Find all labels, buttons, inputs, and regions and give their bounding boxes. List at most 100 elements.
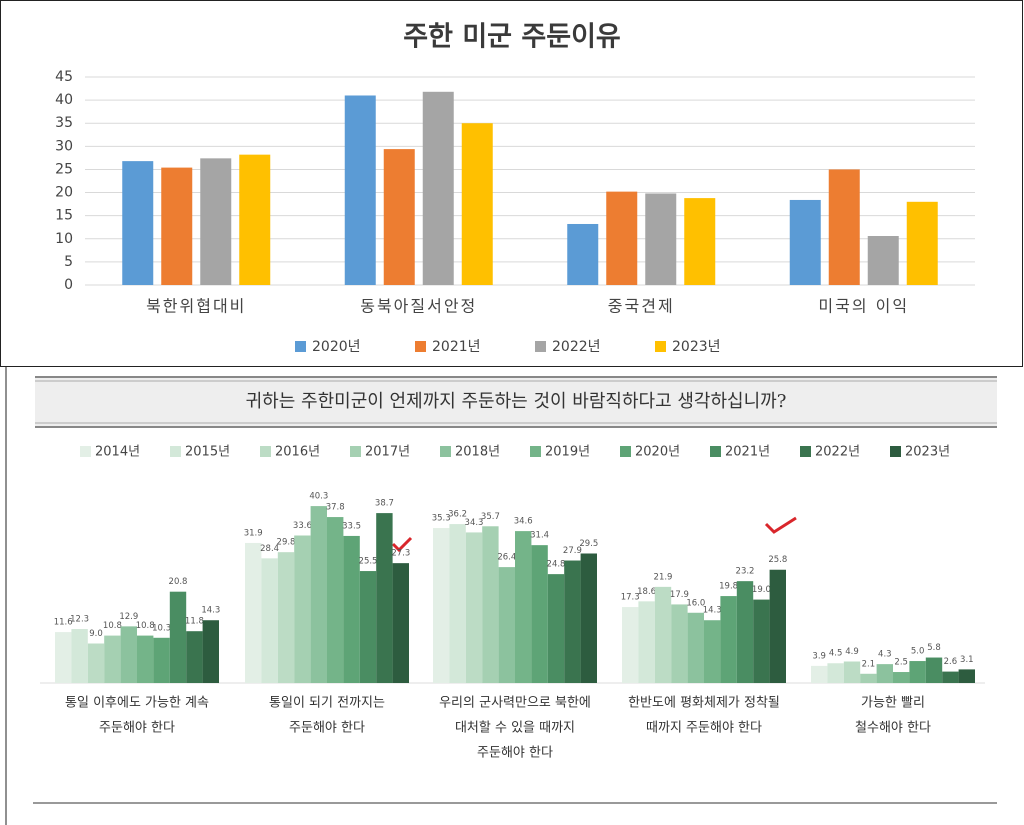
bar xyxy=(876,664,893,683)
bar xyxy=(245,542,262,683)
legend-swatch xyxy=(295,341,306,352)
data-label: 9.0 xyxy=(89,629,103,639)
bar xyxy=(828,169,860,285)
legend-label: 2020년 xyxy=(635,445,680,460)
legend-swatch xyxy=(655,341,666,352)
data-label: 14.3 xyxy=(201,606,220,616)
bar xyxy=(71,629,88,683)
x-tick-label: 주둔해야 한다 xyxy=(477,746,553,761)
x-tick-label: 우리의 군사력만으로 북한에 xyxy=(439,696,591,711)
legend-swatch xyxy=(415,341,426,352)
legend-label: 2023년 xyxy=(672,339,721,355)
bar xyxy=(567,223,599,285)
data-label: 12.9 xyxy=(119,612,138,622)
bar xyxy=(606,191,638,285)
bar xyxy=(547,574,565,683)
bar xyxy=(622,607,639,683)
data-label: 19.8 xyxy=(719,582,738,592)
bar xyxy=(671,604,688,683)
data-label: 4.9 xyxy=(845,647,859,657)
bar xyxy=(564,560,581,683)
legend-swatch xyxy=(440,446,451,457)
data-label: 16.0 xyxy=(686,598,705,608)
check-mark xyxy=(391,536,413,553)
data-label: 37.8 xyxy=(326,503,345,513)
x-tick-label: 북한위협대비 xyxy=(146,297,246,316)
bar xyxy=(720,596,737,683)
y-tick-label: 20 xyxy=(55,185,73,201)
legend-swatch xyxy=(535,341,546,352)
chart-title: 주한 미군 주둔이유 xyxy=(403,22,621,53)
x-tick-label: 대처할 수 있을 때까지 xyxy=(455,721,575,736)
data-label: 31.4 xyxy=(530,531,549,541)
legend-label: 2015년 xyxy=(185,445,230,460)
bar xyxy=(942,671,959,683)
y-tick-label: 15 xyxy=(55,208,73,224)
legend-label: 2023년 xyxy=(905,445,950,460)
bar xyxy=(515,531,532,683)
bar xyxy=(239,154,271,285)
bar xyxy=(310,506,327,683)
bar xyxy=(860,673,877,683)
legend-label: 2020년 xyxy=(312,339,361,355)
legend-label: 2014년 xyxy=(95,445,140,460)
legend-swatch xyxy=(890,446,901,457)
bar xyxy=(638,601,655,683)
bar xyxy=(753,599,770,683)
data-label: 10.8 xyxy=(136,621,155,631)
bar xyxy=(893,672,910,683)
y-tick-label: 25 xyxy=(55,161,73,177)
bar xyxy=(343,535,360,683)
data-label: 29.5 xyxy=(579,539,598,549)
data-label: 34.6 xyxy=(514,517,533,527)
data-label: 19.0 xyxy=(752,585,771,595)
check-mark xyxy=(764,516,797,534)
bar xyxy=(120,626,137,683)
bar xyxy=(687,612,704,683)
bar xyxy=(161,167,193,285)
y-tick-label: 35 xyxy=(55,115,73,131)
bar xyxy=(909,661,926,683)
data-label: 17.9 xyxy=(670,590,689,600)
data-label: 2.1 xyxy=(862,659,876,669)
bar xyxy=(169,591,187,683)
legend-label: 2016년 xyxy=(275,445,320,460)
legend-label: 2018년 xyxy=(455,445,500,460)
data-label: 27.9 xyxy=(563,546,582,556)
data-label: 18.6 xyxy=(637,587,656,597)
data-label: 35.3 xyxy=(432,514,451,524)
y-tick-label: 0 xyxy=(64,277,73,293)
bar xyxy=(867,236,899,285)
data-label: 24.8 xyxy=(547,560,566,570)
legend-swatch xyxy=(620,446,631,457)
bar xyxy=(654,586,672,683)
legend-label: 2017년 xyxy=(365,445,410,460)
legend-swatch xyxy=(710,446,721,457)
title-box xyxy=(35,378,997,426)
bar xyxy=(684,198,716,285)
data-label: 25.5 xyxy=(359,557,378,567)
legend-label: 2021년 xyxy=(725,445,770,460)
x-tick-label: 중국견제 xyxy=(608,297,675,316)
legend-label: 2022년 xyxy=(815,445,860,460)
bar xyxy=(736,581,754,683)
data-label: 3.1 xyxy=(960,655,974,665)
legend-swatch xyxy=(260,446,271,457)
x-tick-label: 때까지 주둔해야 한다 xyxy=(646,721,762,736)
bar xyxy=(200,158,232,285)
legend-label: 2022년 xyxy=(552,339,601,355)
bar xyxy=(769,569,786,683)
data-label: 5.0 xyxy=(911,647,925,657)
data-label: 21.9 xyxy=(654,572,673,582)
bar xyxy=(87,643,105,683)
bar xyxy=(294,535,311,683)
data-label: 35.7 xyxy=(481,512,500,522)
data-label: 4.5 xyxy=(829,649,843,659)
data-label: 33.6 xyxy=(293,521,312,531)
data-label: 3.9 xyxy=(812,651,826,661)
bar xyxy=(202,620,219,683)
data-label: 28.4 xyxy=(260,544,279,554)
data-label: 38.7 xyxy=(375,499,394,509)
x-tick-label: 주둔해야 한다 xyxy=(99,721,175,736)
